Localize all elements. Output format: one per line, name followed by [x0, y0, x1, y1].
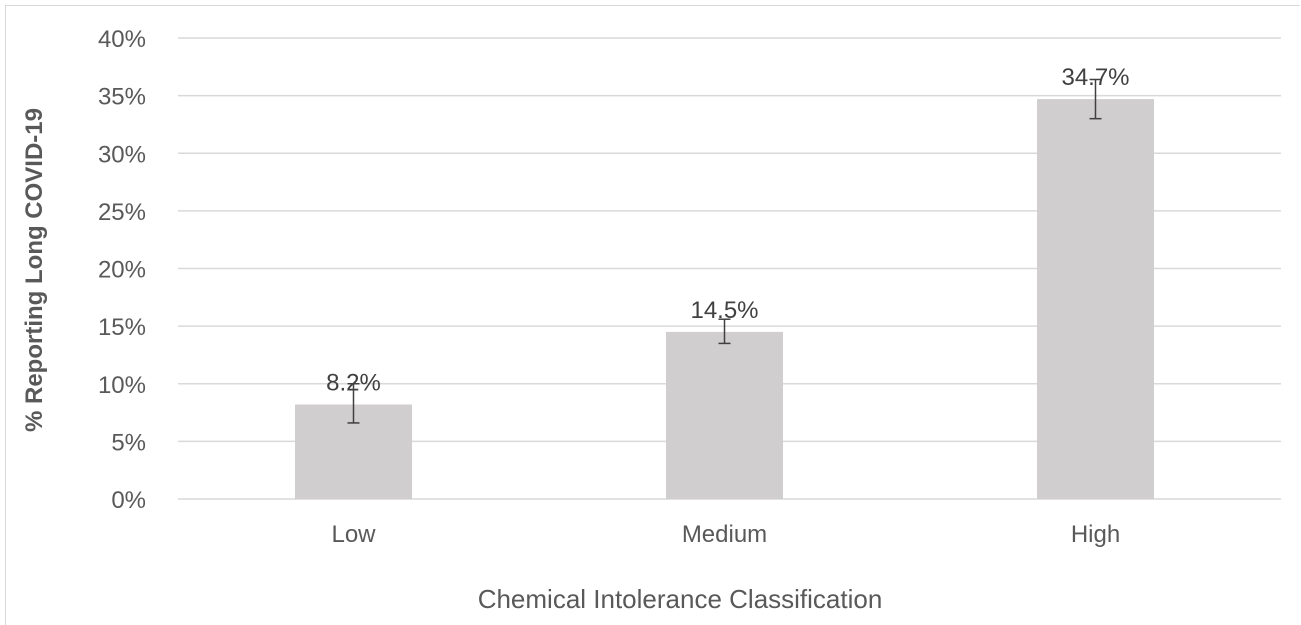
chart-area	[5, 5, 1300, 625]
bar-medium	[666, 331, 783, 499]
y-tick-label: 40%	[98, 26, 146, 53]
data-labels: 8.2% 14.5% 34.7%	[326, 64, 1129, 396]
y-tick-label: 10%	[98, 372, 146, 399]
y-tick-label: 0%	[111, 487, 146, 514]
x-tick-label-low: Low	[331, 521, 376, 548]
y-axis-title: % Reporting Long COVID-19	[21, 108, 48, 432]
y-tick-label: 5%	[111, 429, 146, 456]
y-tick-label: 25%	[98, 199, 146, 226]
error-bar-low	[347, 383, 360, 424]
error-bar-high	[1089, 78, 1102, 120]
y-tick-label: 30%	[98, 141, 146, 168]
data-label-high: 34.7%	[1061, 64, 1129, 91]
data-label-low: 8.2%	[326, 369, 381, 396]
x-tick-label-high: High	[1071, 521, 1120, 548]
x-tick-label-medium: Medium	[682, 521, 767, 548]
error-bar-medium	[718, 318, 731, 345]
x-axis-categories: Low Medium High	[331, 521, 1120, 548]
y-axis-ticks: 0% 5% 10% 15% 20% 25% 30% 35% 40%	[98, 26, 146, 514]
error-bars	[347, 78, 1102, 424]
data-label-medium: 14.5%	[690, 297, 758, 324]
y-tick-label: 35%	[98, 84, 146, 111]
bars	[295, 99, 1154, 500]
x-axis-title: Chemical Intolerance Classification	[478, 584, 883, 614]
y-tick-label: 15%	[98, 314, 146, 341]
bar-high	[1037, 99, 1154, 500]
y-tick-label: 20%	[98, 257, 146, 284]
